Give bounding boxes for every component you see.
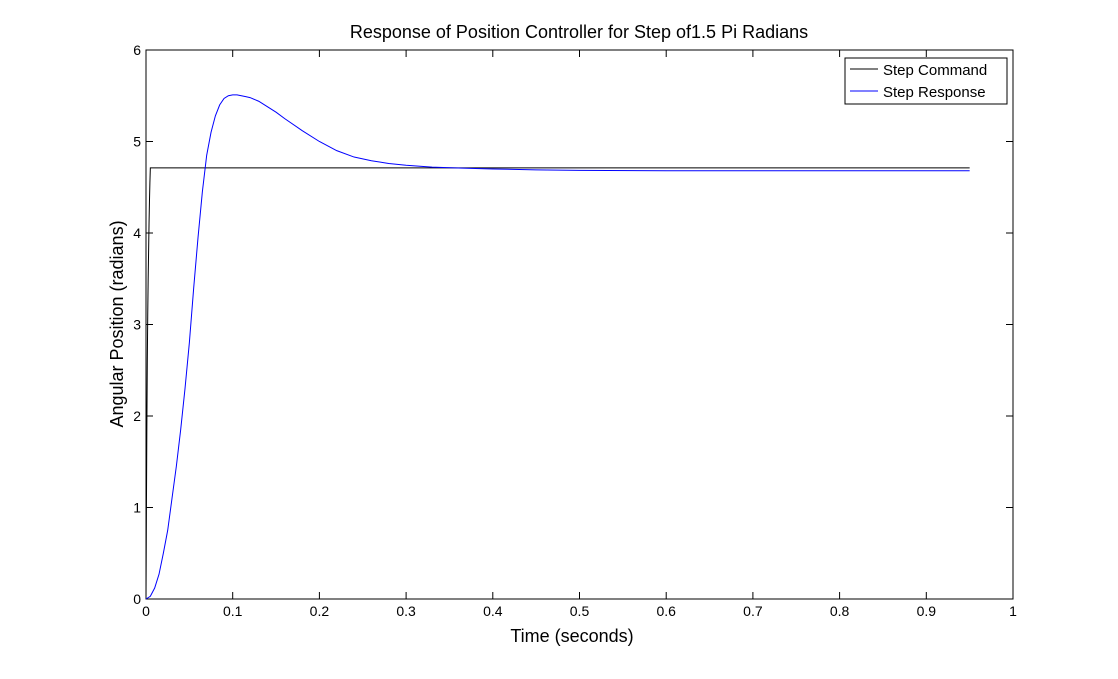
- y-tick-label: 5: [133, 134, 141, 150]
- chart-title: Response of Position Controller for Step…: [350, 22, 808, 42]
- tick-marks: [145, 49, 1014, 600]
- y-tick-label: 3: [133, 317, 141, 333]
- x-tick-label: 0.3: [396, 603, 416, 619]
- y-tick-label: 1: [133, 500, 141, 516]
- y-tick-label: 2: [133, 408, 141, 424]
- x-axis-label: Time (seconds): [510, 626, 633, 646]
- legend-label-step-command: Step Command: [883, 62, 987, 79]
- legend: Step Command Step Response: [844, 57, 1008, 105]
- x-tick-label: 0.9: [917, 603, 937, 619]
- x-tick-label: 0: [142, 603, 150, 619]
- y-tick-label: 0: [133, 591, 141, 607]
- legend-label-step-response: Step Response: [883, 84, 986, 101]
- x-tick-label: 0.8: [830, 603, 850, 619]
- y-tick-label: 6: [133, 42, 141, 58]
- x-tick-label: 0.2: [310, 603, 330, 619]
- plot-area: [145, 49, 1014, 600]
- x-tick-label: 0.5: [570, 603, 590, 619]
- x-tick-label: 0.6: [656, 603, 676, 619]
- legend-box: [844, 57, 1008, 105]
- series-line-step-response: [145, 94, 970, 600]
- tick-labels: 0 0.1 0.2 0.3 0.4 0.5 0.6 0.7 0.8 0.9 1 0 1 2 3 4 5 6: [133, 42, 1017, 619]
- x-tick-label: 0.1: [223, 603, 243, 619]
- y-axis-label: Angular Position (radians): [107, 220, 127, 427]
- x-tick-label: 0.7: [743, 603, 763, 619]
- x-tick-label: 1: [1009, 603, 1017, 619]
- y-tick-label: 4: [133, 225, 141, 241]
- x-tick-label: 0.4: [483, 603, 503, 619]
- series-layer: [145, 94, 970, 600]
- series-line-step-command: [145, 167, 970, 600]
